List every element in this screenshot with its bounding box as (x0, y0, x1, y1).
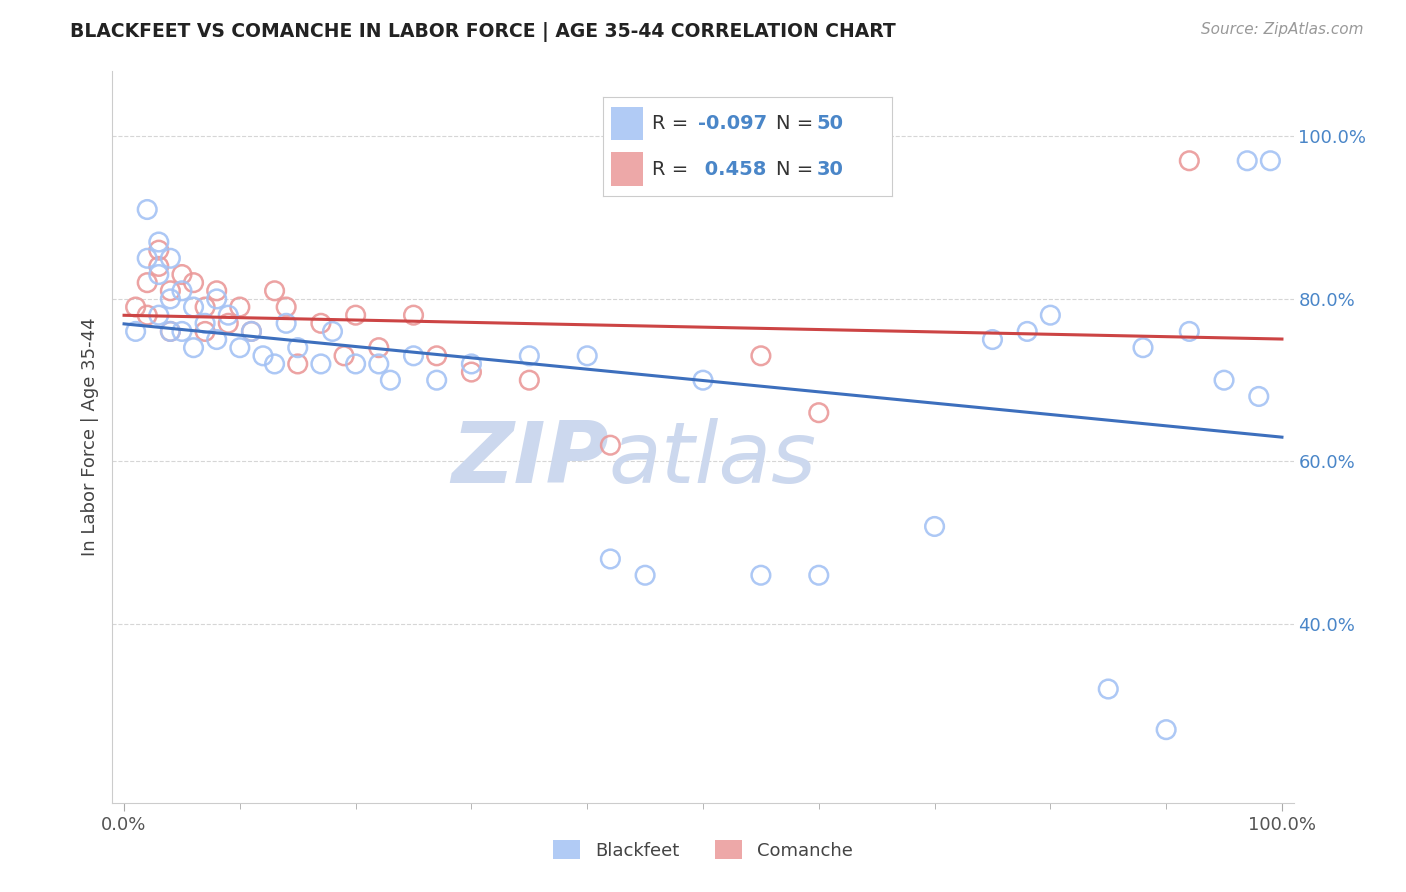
Point (276, 316, 298, 330)
Point (576, 349, 599, 363)
Point (517, 349, 540, 363)
Point (1039, 308, 1062, 322)
Point (924, 519, 946, 533)
Point (159, 252, 181, 266)
Point (287, 357, 309, 371)
Point (1236, 153, 1258, 168)
Point (807, 406, 830, 420)
Point (380, 373, 402, 387)
Point (148, 235, 170, 249)
Point (321, 325, 343, 339)
Point (749, 568, 772, 582)
Point (124, 300, 146, 314)
Point (159, 325, 181, 339)
Point (252, 349, 274, 363)
Point (1097, 681, 1119, 696)
Point (1260, 153, 1282, 168)
Point (460, 357, 482, 371)
Point (1247, 389, 1270, 403)
Point (426, 349, 449, 363)
Point (1154, 723, 1177, 737)
Point (344, 357, 367, 371)
Point (426, 373, 449, 387)
Point (159, 325, 181, 339)
Point (136, 276, 159, 290)
Point (1213, 373, 1236, 387)
Point (402, 308, 425, 322)
Point (807, 568, 830, 582)
Text: ZIP: ZIP (451, 417, 609, 500)
Point (194, 316, 217, 330)
Point (217, 308, 239, 322)
Text: Source: ZipAtlas.com: Source: ZipAtlas.com (1201, 22, 1364, 37)
Point (194, 300, 217, 314)
Point (124, 325, 146, 339)
Point (344, 308, 367, 322)
Text: BLACKFEET VS COMANCHE IN LABOR FORCE | AGE 35-44 CORRELATION CHART: BLACKFEET VS COMANCHE IN LABOR FORCE | A… (70, 22, 896, 42)
Point (517, 373, 540, 387)
Point (287, 341, 309, 355)
Point (1132, 341, 1154, 355)
Point (240, 325, 263, 339)
Point (136, 202, 159, 217)
Point (170, 268, 193, 282)
Point (634, 568, 657, 582)
Point (148, 260, 170, 274)
Point (183, 276, 205, 290)
Point (159, 284, 181, 298)
Legend: Blackfeet, Comanche: Blackfeet, Comanche (546, 833, 860, 867)
Point (599, 438, 621, 452)
Point (276, 300, 298, 314)
Point (333, 349, 356, 363)
Point (205, 333, 228, 347)
Point (367, 341, 389, 355)
Point (1017, 325, 1039, 339)
Point (170, 325, 193, 339)
Point (194, 325, 217, 339)
Point (148, 268, 170, 282)
Point (460, 365, 482, 379)
Text: atlas: atlas (609, 417, 817, 500)
Point (170, 284, 193, 298)
Y-axis label: In Labor Force | Age 35-44: In Labor Force | Age 35-44 (80, 318, 98, 557)
Point (183, 300, 205, 314)
Point (1178, 153, 1201, 168)
Point (1178, 325, 1201, 339)
Point (367, 357, 389, 371)
Point (229, 300, 252, 314)
Point (136, 252, 159, 266)
Point (240, 325, 263, 339)
Point (148, 243, 170, 257)
Point (217, 316, 239, 330)
Point (402, 349, 425, 363)
Point (229, 341, 252, 355)
Point (981, 333, 1004, 347)
Point (749, 349, 772, 363)
Point (148, 308, 170, 322)
Point (599, 552, 621, 566)
Point (205, 284, 228, 298)
Point (136, 308, 159, 322)
Point (183, 341, 205, 355)
Point (263, 357, 285, 371)
Point (309, 316, 332, 330)
Point (205, 292, 228, 306)
Point (159, 292, 181, 306)
Point (692, 373, 714, 387)
Point (309, 357, 332, 371)
Point (263, 284, 285, 298)
